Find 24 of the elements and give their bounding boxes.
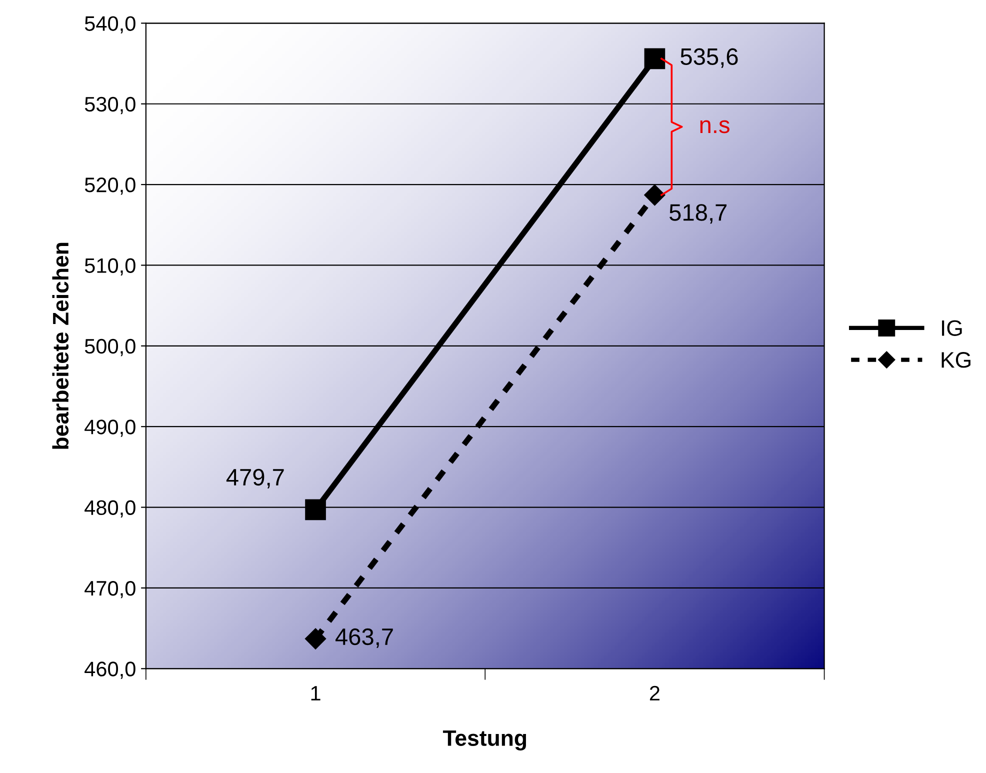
data-label: 518,7 — [670, 204, 726, 224]
y-tick-label: 470,0 — [84, 580, 136, 598]
data-label: 479,7 — [226, 468, 284, 488]
y-tick-label: 500,0 — [84, 338, 136, 356]
y-tick-label: 480,0 — [84, 500, 136, 518]
y-tick-label: 510,0 — [84, 258, 136, 276]
data-label: 463,7 — [336, 628, 393, 648]
legend-label: KG — [942, 352, 970, 368]
point — [644, 184, 666, 206]
y-axis-title: bearbeitete Zeichen — [52, 242, 69, 449]
y-tick-label: 460,0 — [84, 662, 136, 679]
legend-label: IG — [942, 320, 962, 336]
y-tick-label: 530,0 — [84, 96, 136, 114]
x-tick-label: 2 — [650, 686, 660, 700]
point — [644, 48, 666, 70]
point — [305, 628, 326, 650]
point — [305, 499, 326, 520]
y-tick-label: 490,0 — [84, 420, 136, 437]
x-tick-label: 1 — [311, 686, 320, 700]
data-label: 535,6 — [680, 48, 738, 68]
y-tick-label: 520,0 — [84, 178, 136, 195]
annotation: n.s — [700, 120, 730, 134]
y-tick-label: 540,0 — [84, 16, 136, 34]
x-axis-title: Testung — [442, 730, 526, 750]
